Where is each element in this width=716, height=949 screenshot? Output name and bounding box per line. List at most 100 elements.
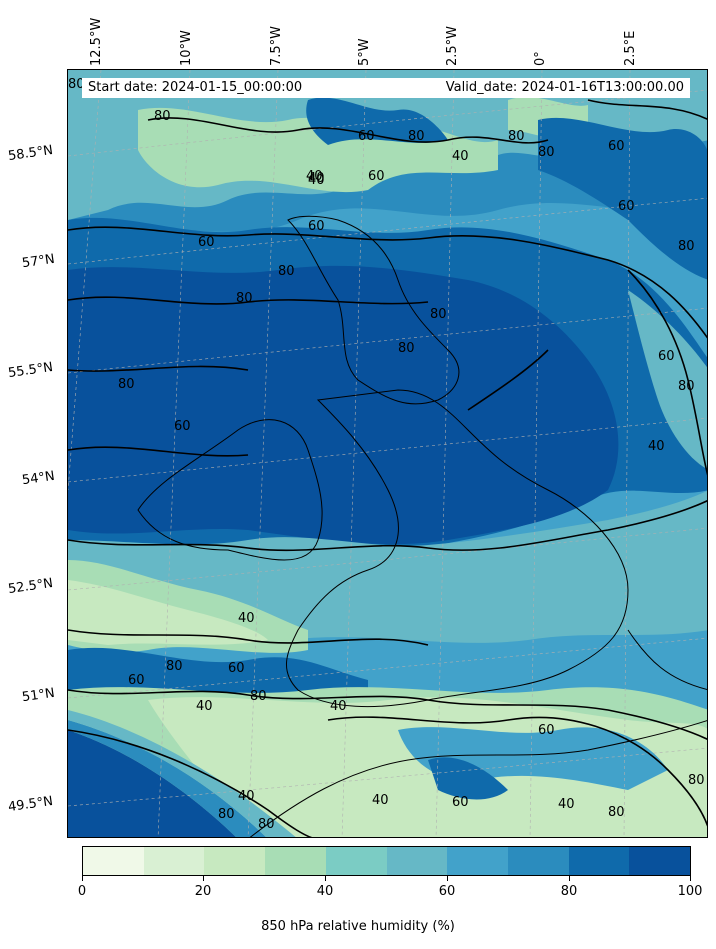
contour-label: 60	[308, 219, 325, 234]
contour-label: 80	[678, 239, 695, 254]
contour-label: 60	[658, 349, 675, 364]
contour-label: 80	[430, 307, 447, 322]
colorbar-label: 850 hPa relative humidity (%)	[261, 919, 455, 934]
contour-label: 80	[218, 807, 235, 822]
colorbar-segment	[568, 847, 630, 875]
contour-label: 40	[238, 789, 255, 804]
humidity-map[interactable]: 80 80 60 80 40 60 40 80 60 80 40 60 80 8…	[68, 70, 708, 838]
contour-label: 80	[154, 109, 171, 124]
colorbar-tick	[325, 876, 326, 881]
humidity-band-southeast-dark	[428, 757, 508, 800]
colorbar-segment	[325, 847, 387, 875]
contour-label: 80	[118, 377, 135, 392]
contour-label: 60	[538, 723, 555, 738]
coast-france	[249, 720, 707, 837]
contour-label: 40	[306, 169, 323, 184]
contour-label: 60	[128, 673, 145, 688]
contour-label: 40	[372, 793, 389, 808]
colorbar-tick-label: 100	[677, 884, 703, 899]
contour-label: 80	[408, 129, 425, 144]
contour-label: 80	[678, 379, 695, 394]
contour-label: 60	[198, 235, 215, 250]
lat-label-51n: 51°N	[21, 685, 56, 706]
contour-label: 80	[508, 129, 525, 144]
contour-label: 80	[166, 659, 183, 674]
lon-label-10w: 10°W	[179, 30, 194, 66]
coast-ireland	[137, 419, 323, 561]
colorbar-tick-label: 80	[560, 884, 578, 899]
colorbar-segment	[83, 847, 144, 875]
contour-label: 80	[278, 264, 295, 279]
contour-label: 60	[228, 661, 245, 676]
lat-label-54n: 54°N	[21, 468, 56, 489]
humidity-band-central-90	[68, 265, 619, 545]
colorbar	[82, 846, 691, 876]
contour-lines	[68, 99, 707, 837]
coast-netherlands	[627, 629, 707, 690]
colorbar-tick-label: 40	[316, 884, 334, 899]
colorbar-segment	[507, 847, 569, 875]
lat-label-57n: 57°N	[21, 251, 56, 272]
lon-label-12-5w: 12.5°W	[89, 17, 104, 66]
lon-label-7-5w: 7.5°W	[269, 25, 284, 66]
lon-label-2-5w: 2.5°W	[445, 25, 460, 66]
colorbar-tick	[569, 876, 570, 881]
colorbar-segment	[386, 847, 448, 875]
contour-label: 60	[618, 199, 635, 214]
humidity-band-north-dark	[306, 97, 448, 145]
lat-label-55-5n: 55.5°N	[7, 359, 54, 382]
contour-label: 40	[308, 173, 325, 188]
lat-label-58-5n: 58.5°N	[7, 142, 54, 165]
date-header: Start date: 2024-01-15_00:00:00 Valid_da…	[82, 78, 690, 98]
humidity-band-southwest-sea-3	[68, 710, 296, 837]
lat-label-52-5n: 52.5°N	[7, 575, 54, 598]
contour-label: 40	[196, 699, 213, 714]
start-date-label: Start date: 2024-01-15_00:00:00	[88, 80, 303, 95]
contour-label: 80	[608, 805, 625, 820]
colorbar-segment	[143, 847, 205, 875]
colorbar-tick-label: 60	[438, 884, 456, 899]
map-panel[interactable]: 80 80 60 80 40 60 40 80 60 80 40 60 80 8…	[67, 69, 708, 838]
contour-label: 60	[368, 169, 385, 184]
valid-date-label: Valid_date: 2024-01-16T13:00:00.00	[445, 80, 684, 95]
lon-label-5w: 5°W	[357, 38, 372, 66]
coast-scotland	[287, 215, 460, 405]
graticule	[68, 70, 707, 837]
colorbar-segment	[447, 847, 508, 875]
contour-label: 80	[688, 773, 705, 788]
colorbar-segment	[629, 847, 691, 875]
humidity-band-northeast-light	[628, 290, 707, 469]
contour-label: 40	[452, 149, 469, 164]
contour-label: 60	[358, 129, 375, 144]
contour-label: 60	[174, 419, 191, 434]
contour-label: 60	[608, 139, 625, 154]
contour-label: 40	[308, 171, 325, 186]
contour-label: 80	[250, 689, 267, 704]
contour-label: 80	[258, 817, 275, 832]
colorbar-tick	[203, 876, 204, 881]
contour-label: 40	[648, 439, 665, 454]
colorbar-tick-label: 20	[194, 884, 212, 899]
contour-label: 40	[238, 611, 255, 626]
lat-label-49-5n: 49.5°N	[7, 793, 54, 816]
colorbar-ticks: 0 20 40 60 80 100	[78, 876, 702, 906]
contour-label: 40	[558, 797, 575, 812]
lon-label-0: 0°	[533, 51, 548, 66]
lon-label-2-5e: 2.5°E	[623, 30, 638, 66]
colorbar-tick-label: 0	[77, 884, 87, 899]
contour-label: 80	[398, 341, 415, 356]
contour-label: 80	[538, 145, 555, 160]
contour-label: 80	[68, 77, 85, 92]
coast-england-wales	[285, 389, 629, 708]
contour-label-group: 80 80 60 80 40 60 40 80 60 80 40 60 80 8…	[68, 77, 705, 832]
colorbar-tick	[690, 876, 691, 881]
humidity-band-southwest-sea	[68, 730, 236, 837]
colorbar-tick	[447, 876, 448, 881]
contour-label: 60	[452, 795, 469, 810]
humidity-band-north-green	[138, 107, 498, 193]
colorbar-tick	[82, 876, 83, 881]
colorbar-segment	[265, 847, 326, 875]
humidity-band-north-dark-2	[538, 117, 707, 280]
colorbar-segment	[204, 847, 266, 875]
contour-label: 80	[236, 291, 253, 306]
